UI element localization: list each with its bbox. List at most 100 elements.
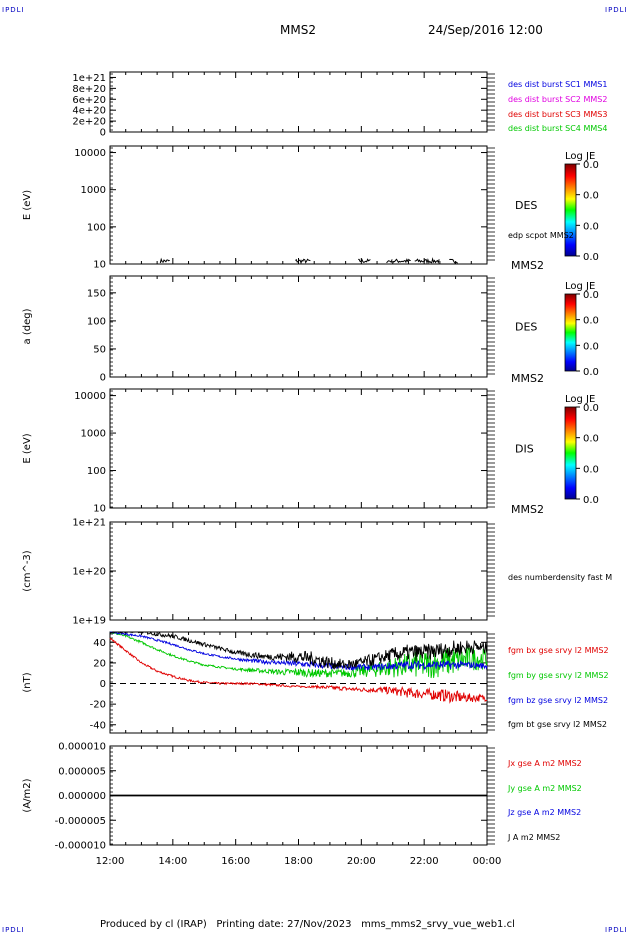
- panel-1-legend-4: des dist burst SC4 MMS4: [508, 124, 607, 133]
- panel-6-series-1: [109, 637, 488, 704]
- panel-3-colorbar-tick-label: 0.0: [583, 341, 599, 352]
- panel-4-ylabel: E (eV): [22, 433, 33, 463]
- panel-3-ytick-label: 0: [100, 373, 106, 384]
- panel-1-ytick-label: 1e+21: [72, 73, 106, 84]
- panel-5-ytick-label: 1e+19: [72, 616, 106, 627]
- corner-label-top-right: IPDLI: [605, 6, 628, 14]
- panel-4-spacecraft-label: MMS2: [511, 503, 544, 516]
- panel-7-ytick-label: 0.000005: [58, 766, 106, 777]
- panel-5-ytick-label: 1e+20: [72, 567, 106, 578]
- panel-3-ylabel: a (deg): [22, 308, 33, 344]
- panel-2-colorbar: [564, 163, 577, 257]
- panel-2-scpot-trace: [392, 258, 411, 264]
- panel-2-frame: [109, 145, 488, 265]
- panel-2-ytick-label: 10000: [74, 148, 106, 159]
- panel-2-scpot-trace: [449, 258, 458, 264]
- panel-6-legend-2: fgm by gse srvy l2 MMS2: [508, 671, 609, 680]
- panel-1-legend-3: des dist burst SC3 MMS3: [508, 110, 607, 119]
- panel-6-frame: [109, 631, 488, 734]
- panel-5-legend-1: des numberdensity fast M: [508, 573, 612, 582]
- panel-7-legend-2: Jy gse A m2 MMS2: [507, 784, 582, 793]
- panel-1-ytick-label: 6e+20: [72, 95, 106, 106]
- panel-6-ytick-label: -40: [90, 720, 106, 731]
- panel-5-ylabel: (cm^-3): [22, 550, 33, 591]
- panel-3-spacecraft-label: MMS2: [511, 372, 544, 385]
- panel-4-colorbar-tick-label: 0.0: [583, 434, 599, 445]
- panel-5-frame: [109, 521, 488, 621]
- panel-4-frame: [109, 388, 488, 509]
- panel-2-ytick-label: 1000: [81, 185, 106, 196]
- panel-1-ytick-label: 2e+20: [72, 117, 106, 128]
- panel-1-ytick-label: 8e+20: [72, 84, 106, 95]
- panel-2-instrument-label: DES: [515, 199, 537, 212]
- xaxis-tick-label: 00:00: [473, 856, 502, 867]
- panel-4-ytick-label: 1000: [81, 429, 106, 440]
- panel-2-overlay-label: edp scpot MMS2: [508, 231, 574, 240]
- panel-4-colorbar-tick-label: 0.0: [583, 403, 599, 414]
- panel-6-ytick-label: 0: [100, 679, 106, 690]
- panel-3-colorbar: [564, 293, 577, 372]
- corner-label-top-left: IPDLI: [2, 6, 25, 14]
- panel-6-ytick-label: 40: [93, 638, 106, 649]
- panel-2-colorbar-title: Log JE: [565, 151, 595, 162]
- panel-4-colorbar-title: Log JE: [565, 394, 595, 405]
- footer-script-name: mms_mms2_srvy_vue_web1.cl: [361, 919, 515, 930]
- panel-2-ytick-label: 100: [87, 222, 106, 233]
- panel-2-colorbar-tick-label: 0.0: [583, 221, 599, 232]
- panel-6-ytick-label: 20: [93, 658, 106, 669]
- panel-6-series-4: [109, 631, 488, 670]
- panel-5-ytick-label: 1e+21: [72, 518, 106, 529]
- panel-6-legend-3: fgm bz gse srvy l2 MMS2: [508, 696, 608, 705]
- footer-printing-date: Printing date: 27/Nov/2023: [216, 919, 352, 930]
- panel-3-colorbar-tick-label: 0.0: [583, 316, 599, 327]
- panel-6-series-3: [109, 631, 488, 671]
- panel-3-colorbar-title: Log JE: [565, 281, 595, 292]
- panel-2-colorbar-tick-label: 0.0: [583, 191, 599, 202]
- panel-4-colorbar: [564, 406, 577, 500]
- panel-6-legend-1: fgm bx gse srvy l2 MMS2: [508, 646, 609, 655]
- panel-3-instrument-label: DES: [515, 321, 537, 334]
- datetime-title: 24/Sep/2016 12:00: [428, 23, 543, 37]
- xaxis-tick-label: 12:00: [96, 856, 125, 867]
- panel-6-legend-4: fgm bt gse srvy l2 MMS2: [508, 720, 607, 729]
- panel-4-colorbar-tick-label: 0.0: [583, 495, 599, 506]
- panel-4-instrument-label: DIS: [515, 443, 534, 456]
- corner-label-bottom-right: IPDLI: [605, 926, 628, 934]
- xaxis-tick-label: 14:00: [158, 856, 187, 867]
- panel-6-ytick-label: -20: [90, 700, 106, 711]
- panel-3-frame: [109, 275, 488, 378]
- panel-1-frame: [109, 71, 488, 133]
- panel-7-ytick-label: -0.000010: [55, 841, 106, 852]
- panel-7-ytick-label: 0.000010: [58, 742, 106, 753]
- xaxis-tick-label: 18:00: [284, 856, 313, 867]
- panel-1-ytick-label: 0: [100, 128, 106, 139]
- panel-3-ytick-label: 100: [87, 316, 106, 327]
- corner-label-bottom-left: IPDLI: [2, 926, 25, 934]
- panel-3-colorbar-tick-label: 0.0: [583, 367, 599, 378]
- panel-3-colorbar-tick-label: 0.0: [583, 290, 599, 301]
- spacecraft-title: MMS2: [280, 23, 316, 37]
- panel-7-legend-4: J A m2 MMS2: [507, 833, 560, 842]
- panel-7-ytick-label: -0.000005: [55, 816, 106, 827]
- xaxis-tick-label: 16:00: [221, 856, 250, 867]
- panel-3-ytick-label: 50: [93, 344, 106, 355]
- panel-2-scpot-trace: [386, 259, 393, 264]
- panel-7-ylabel: (A/m2): [22, 778, 33, 812]
- panel-7-legend-3: Jz gse A m2 MMS2: [507, 808, 581, 817]
- panel-4-colorbar-tick-label: 0.0: [583, 464, 599, 475]
- panel-1-legend-2: des dist burst SC2 MMS2: [508, 95, 607, 104]
- xaxis-tick-label: 22:00: [410, 856, 439, 867]
- panel-2-ylabel: E (eV): [22, 190, 33, 220]
- panel-7-legend-1: Jx gse A m2 MMS2: [507, 759, 582, 768]
- panel-2-spacecraft-label: MMS2: [511, 259, 544, 272]
- panel-7-ytick-label: 0.000000: [58, 791, 106, 802]
- footer: Produced by cl (IRAP) Printing date: 27/…: [100, 919, 515, 930]
- footer-produced-by: Produced by cl (IRAP): [100, 919, 207, 930]
- panel-2-scpot-trace: [414, 257, 440, 265]
- panel-1-ytick-label: 4e+20: [72, 106, 106, 117]
- panel-2-scpot-trace: [295, 258, 311, 265]
- panel-2-colorbar-tick-label: 0.0: [583, 252, 599, 263]
- panel-2-colorbar-tick-label: 0.0: [583, 160, 599, 171]
- panel-4-ytick-label: 10000: [74, 391, 106, 402]
